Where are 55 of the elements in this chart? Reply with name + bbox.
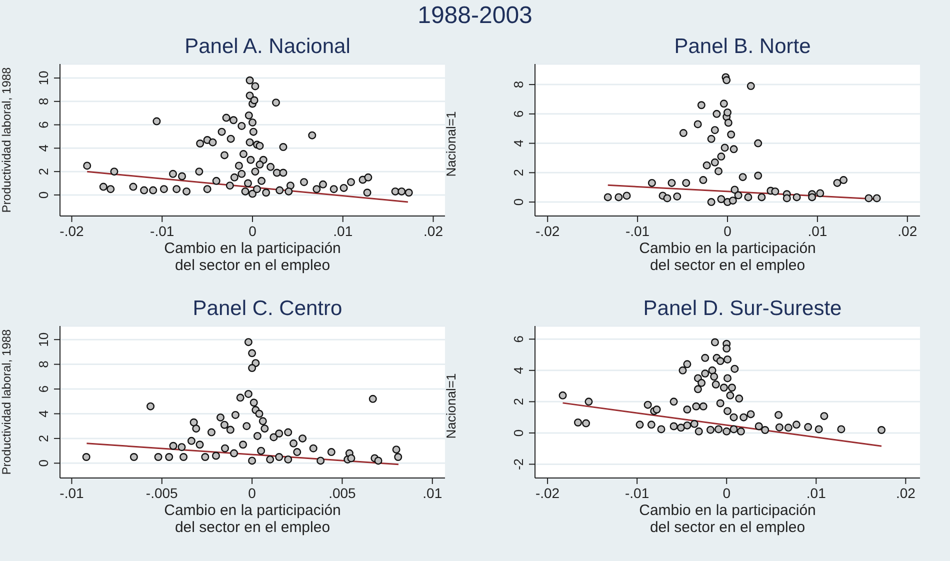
x-tick-label: -.02: [536, 223, 560, 239]
x-tick-label: 0: [248, 485, 256, 501]
x-tick-label: -.01: [150, 223, 174, 239]
chart-title: Panel C. Centro: [192, 296, 344, 322]
y-tick-label: 0: [511, 429, 526, 437]
y-tick-label: 10: [36, 70, 51, 86]
chart-title: Panel D. Sur-Sureste: [642, 296, 843, 322]
y-axis-title: Productividad laboral, 1988: [0, 328, 14, 475]
chart-title: Panel B. Norte: [673, 34, 812, 60]
y-tick-label: 8: [511, 80, 526, 88]
y-tick-label: 6: [36, 121, 51, 128]
y-tick-label: 4: [511, 366, 526, 374]
y2-axis-title: Nacional=1: [444, 373, 458, 439]
x-tick-label: .01: [808, 223, 828, 239]
x-tick-label: 0: [248, 223, 257, 239]
y-tick-label: 8: [36, 98, 51, 106]
text: 1988-2003: [416, 2, 534, 30]
y-tick-label: 0: [36, 191, 51, 199]
x-tick-label: -.01: [60, 485, 84, 501]
x-tick-label: -.02: [60, 223, 84, 239]
y-tick-label: 2: [511, 398, 526, 406]
y-tick-label: 6: [511, 336, 526, 343]
x-tick-label: .02: [896, 485, 916, 501]
y-tick-label: 10: [36, 332, 51, 347]
x-tick-label: -.01: [625, 485, 650, 501]
x-tick-label: .01: [333, 223, 353, 239]
y-tick-label: 2: [511, 169, 526, 176]
y-tick-label: 6: [511, 110, 526, 118]
x-tick-label: 0: [722, 485, 731, 501]
x-tick-label: .005: [328, 485, 356, 501]
x-axis-title: Cambio en la participación del sector en el empleo: [638, 502, 817, 536]
x-tick-label: -.01: [625, 223, 650, 239]
y-tick-label: -2: [511, 458, 526, 470]
y-tick-label: 6: [36, 385, 51, 393]
chart-title: Panel A. Nacional: [184, 34, 352, 60]
x-tick-label: -.005: [146, 485, 178, 501]
x-tick-label: .02: [424, 223, 444, 239]
y-tick-label: 2: [36, 434, 51, 442]
y-tick-label: 0: [511, 198, 526, 206]
x-tick-label: 0: [724, 223, 732, 239]
x-axis-title: Cambio en la participación del sector en el empleo: [163, 502, 342, 536]
x-tick-label: .01: [806, 485, 826, 501]
y-tick-label: 4: [511, 140, 526, 147]
x-axis-title: Cambio en la participación del sector en el empleo: [638, 240, 817, 274]
y-tick-label: 2: [36, 168, 51, 176]
x-tick-label: .02: [898, 223, 918, 239]
y-axis-title: Productividad laboral, 1988: [0, 66, 14, 213]
x-axis-title: Cambio en la participación del sector en el empleo: [163, 240, 342, 274]
x-tick-label: .01: [422, 485, 442, 501]
y2-axis-title: Nacional=1: [444, 111, 458, 177]
y-tick-label: 8: [36, 360, 51, 368]
x-tick-label: -.02: [535, 485, 560, 501]
y-tick-label: 4: [36, 144, 51, 152]
y-tick-label: 0: [36, 460, 51, 467]
y-tick-label: 4: [36, 410, 51, 418]
